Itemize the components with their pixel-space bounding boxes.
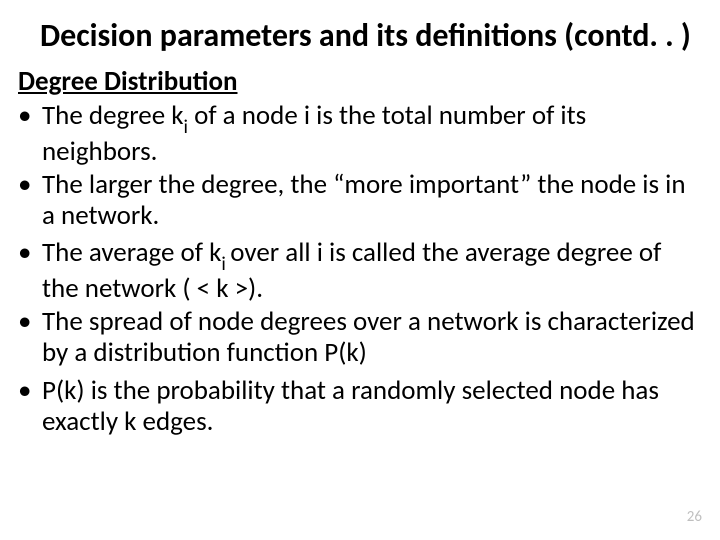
- bullet-pre: P(k) is the probability that a randomly …: [42, 374, 659, 438]
- slide-title: Decision parameters and its definitions …: [40, 18, 692, 55]
- bullet-marker: •: [18, 306, 42, 373]
- list-item: • P(k) is the probability that a randoml…: [18, 375, 702, 442]
- list-item: • The larger the degree, the “more impor…: [18, 169, 702, 236]
- list-item: • The average of ki over all i is called…: [18, 237, 702, 304]
- page-number: 26: [687, 508, 702, 526]
- bullet-pre: The average of k: [42, 236, 221, 269]
- bullet-text: The degree ki of a node i is the total n…: [42, 100, 702, 167]
- section-heading: Degree Distribution: [18, 65, 702, 98]
- bullet-marker: •: [18, 100, 42, 167]
- bullet-pre: The spread of node degrees over a networ…: [42, 305, 695, 369]
- bullet-pre: The larger the degree, the “more importa…: [42, 168, 686, 232]
- bullet-text: The larger the degree, the “more importa…: [42, 169, 702, 236]
- bullet-sub: i: [184, 115, 188, 139]
- bullet-sub: i: [221, 252, 230, 276]
- list-item: • The degree ki of a node i is the total…: [18, 100, 702, 167]
- bullet-marker: •: [18, 375, 42, 442]
- list-item: • The spread of node degrees over a netw…: [18, 306, 702, 373]
- bullet-marker: •: [18, 237, 42, 304]
- slide-container: Decision parameters and its definitions …: [0, 0, 720, 540]
- bullet-list: • The degree ki of a node i is the total…: [18, 100, 702, 442]
- bullet-marker: •: [18, 169, 42, 236]
- bullet-text: The average of ki over all i is called t…: [42, 237, 702, 304]
- bullet-pre: The degree k: [42, 99, 184, 132]
- bullet-text: The spread of node degrees over a networ…: [42, 306, 702, 373]
- bullet-text: P(k) is the probability that a randomly …: [42, 375, 702, 442]
